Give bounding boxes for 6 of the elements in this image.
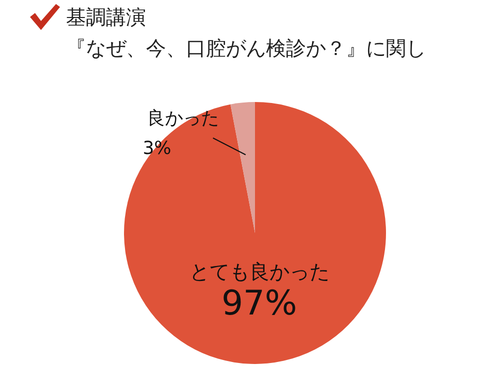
slice-label: とても良かった bbox=[189, 260, 330, 284]
chart-subtitle: 『なぜ、今、口腔がん検診か？』に関し bbox=[66, 35, 426, 62]
chart-title: 基調講演 bbox=[66, 4, 146, 31]
pie-slice bbox=[230, 102, 255, 233]
pie-slice bbox=[124, 102, 386, 364]
data-label: 97% bbox=[222, 284, 298, 324]
